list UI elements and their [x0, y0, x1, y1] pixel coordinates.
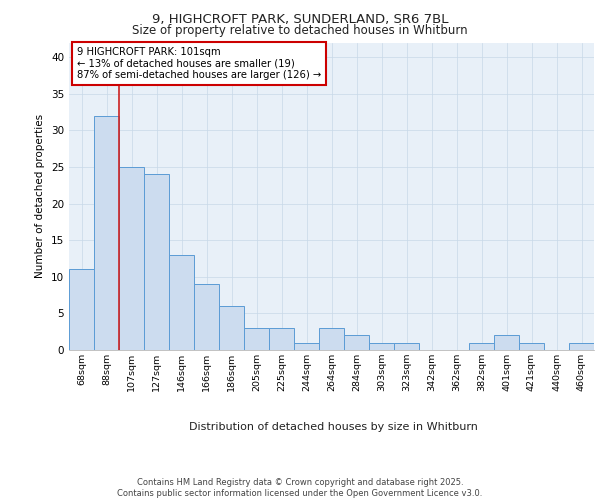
Bar: [369, 342, 394, 350]
Bar: [69, 270, 94, 350]
Bar: [169, 255, 194, 350]
Bar: [219, 306, 244, 350]
Bar: [94, 116, 119, 350]
Y-axis label: Number of detached properties: Number of detached properties: [35, 114, 46, 278]
Bar: [394, 342, 419, 350]
Bar: [194, 284, 219, 350]
Bar: [319, 328, 344, 350]
Bar: [244, 328, 269, 350]
Bar: [569, 342, 594, 350]
Text: 9 HIGHCROFT PARK: 101sqm
← 13% of detached houses are smaller (19)
87% of semi-d: 9 HIGHCROFT PARK: 101sqm ← 13% of detach…: [77, 47, 321, 80]
Bar: [519, 342, 544, 350]
Bar: [119, 167, 144, 350]
Text: Contains HM Land Registry data © Crown copyright and database right 2025.
Contai: Contains HM Land Registry data © Crown c…: [118, 478, 482, 498]
Bar: [469, 342, 494, 350]
Bar: [269, 328, 294, 350]
Bar: [144, 174, 169, 350]
Text: 9, HIGHCROFT PARK, SUNDERLAND, SR6 7BL: 9, HIGHCROFT PARK, SUNDERLAND, SR6 7BL: [152, 12, 448, 26]
Bar: [294, 342, 319, 350]
Text: Distribution of detached houses by size in Whitburn: Distribution of detached houses by size …: [188, 422, 478, 432]
Text: Size of property relative to detached houses in Whitburn: Size of property relative to detached ho…: [132, 24, 468, 37]
Bar: [344, 336, 369, 350]
Bar: [494, 336, 519, 350]
